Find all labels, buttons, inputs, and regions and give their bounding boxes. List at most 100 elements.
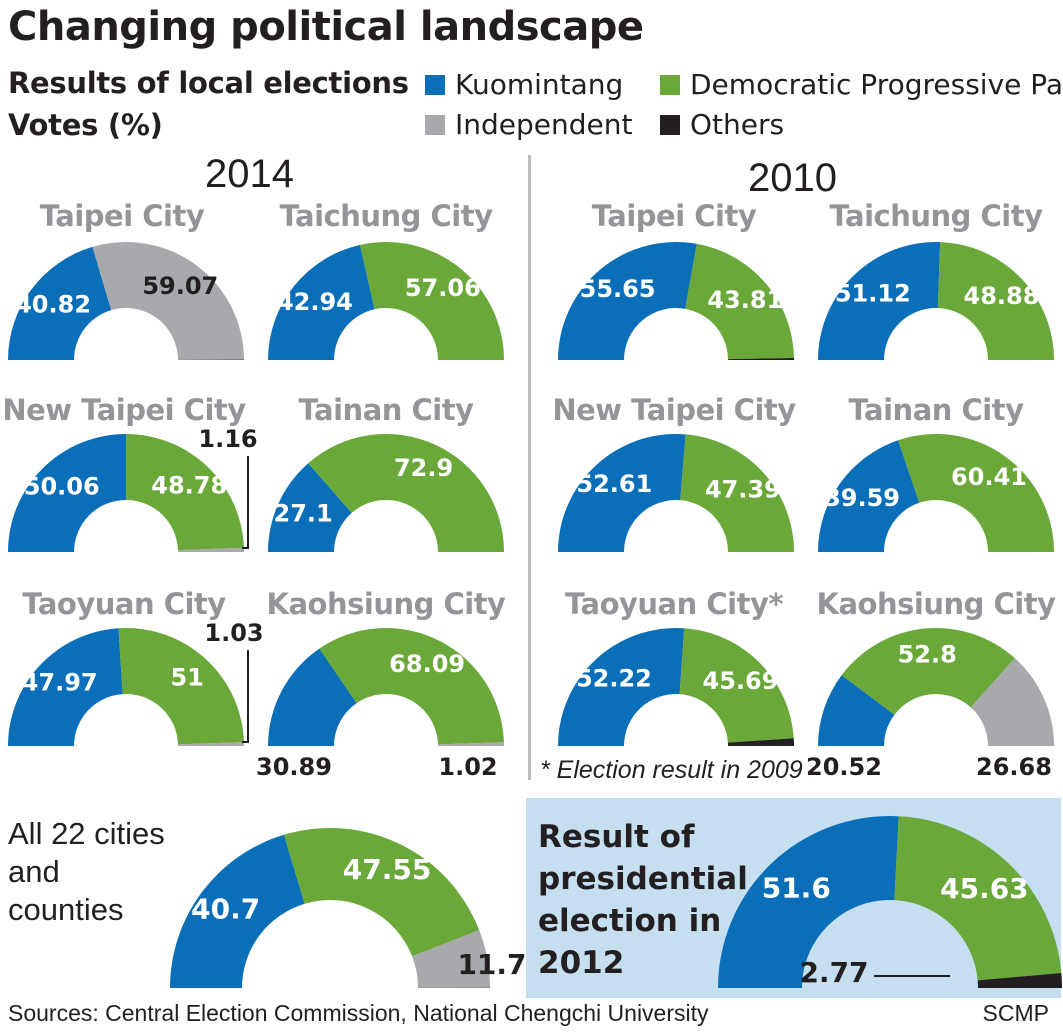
slice-value-label: 1.16: [198, 425, 257, 453]
slice-dpp: [898, 434, 1054, 552]
slice-oth: [727, 738, 794, 746]
slice-ind: [437, 742, 504, 746]
legend-item-dpp: Democratic Progressive Party: [660, 68, 1063, 101]
slice-dpp: [308, 434, 504, 552]
slice-value-label: 55.65: [580, 275, 656, 303]
slice-value-label: 1.03: [204, 619, 263, 647]
slice-value-label: 52.22: [576, 664, 652, 692]
half-donut-chart: [818, 434, 1054, 552]
chart-title-label: Taipei City: [592, 199, 757, 233]
slice-value-label: 51: [170, 664, 203, 692]
slice-value-label: 20.52: [806, 753, 882, 781]
presidential-label: Result of presidential election in 2012: [538, 819, 748, 981]
slice-value-label: 47.39: [705, 475, 781, 503]
slice-dpp: [118, 628, 244, 745]
slice-value-label: 48.78: [151, 472, 227, 500]
slice-oth: [977, 973, 1062, 988]
chart-title-label: Taichung City: [829, 199, 1043, 233]
slice-value-label: 57.06: [405, 274, 481, 302]
chart-title-label: Tainan City: [849, 393, 1025, 427]
slice-dpp: [937, 242, 1054, 360]
slice-kmt: [818, 675, 895, 746]
legend-item-independent: Independent: [425, 108, 632, 141]
slice-kmt: [268, 463, 352, 552]
slice-ind: [177, 547, 244, 552]
half-donut-chart: [8, 628, 249, 746]
slice-dpp: [894, 816, 1062, 981]
half-donut-chart: [558, 628, 794, 746]
chart-title-label: New Taipei City: [2, 393, 246, 427]
slice-value-label: 48.88: [964, 282, 1040, 310]
slice-kmt: [170, 834, 305, 988]
slice-value-label: 50.06: [24, 473, 100, 501]
year-heading-2014: 2014: [205, 152, 294, 196]
sources-note: Sources: Central Election Commission, Na…: [8, 1000, 709, 1026]
slice-ind: [92, 242, 244, 360]
slice-dpp: [126, 434, 244, 551]
half-donut-chart: [818, 628, 1054, 746]
slice-dpp: [679, 628, 794, 743]
slice-oth: [727, 357, 794, 360]
slice-dpp: [319, 628, 504, 745]
chart-title-label: Taichung City: [279, 199, 493, 233]
slice-kmt: [558, 434, 686, 552]
slice-value-label: 40.7: [191, 892, 260, 925]
slice-kmt: [558, 628, 685, 746]
slice-dpp: [841, 628, 1015, 715]
chart-title-label: Taoyuan City: [22, 587, 226, 621]
slice-value-label: 45.63: [940, 872, 1029, 905]
legend-label-others: Others: [690, 108, 785, 141]
chart-title-label: Kaohsiung City: [267, 587, 507, 621]
slice-value-label: 52.8: [898, 640, 957, 668]
half-donut-chart: [718, 816, 1062, 988]
half-donut-chart: [558, 434, 794, 552]
slice-kmt: [8, 434, 127, 552]
chart-title-label: New Taipei City: [552, 393, 796, 427]
slice-value-label: 45.69: [703, 667, 779, 695]
legend-label-kmt: Kuomintang: [455, 68, 624, 101]
legend-label-independent: Independent: [455, 108, 633, 141]
slice-value-label: 68.09: [389, 650, 465, 678]
label-leader-line: [242, 456, 249, 549]
slice-kmt: [268, 244, 375, 360]
slice-value-label: 11.7: [457, 948, 526, 981]
slice-value-label: 2.77: [799, 956, 868, 989]
all-cities-label: All 22 cities and counties: [8, 816, 165, 927]
chart-subtitle: Results of local elections: [8, 66, 409, 100]
label-leader-line: [242, 650, 249, 743]
column-divider: [528, 155, 531, 780]
slice-value-label: 47.97: [22, 669, 98, 697]
slice-dpp: [685, 243, 794, 360]
year-heading-2010: 2010: [748, 156, 837, 200]
chart-title-label: Tainan City: [299, 393, 475, 427]
slice-value-label: 1.02: [438, 753, 497, 781]
slice-value-label: 43.81: [707, 286, 783, 314]
chart-units: Votes (%): [8, 108, 163, 142]
slice-value-label: 39.59: [824, 484, 900, 512]
half-donut-chart: [268, 242, 504, 360]
half-donut-chart: [268, 434, 504, 552]
slice-value-label: 47.55: [343, 853, 432, 886]
slice-value-label: 42.94: [277, 288, 353, 316]
slice-value-label: 40.82: [15, 291, 91, 319]
half-donut-chart: [818, 242, 1054, 360]
slice-kmt: [8, 246, 112, 360]
slice-value-label: 60.41: [951, 463, 1027, 491]
slice-ind: [177, 742, 244, 746]
slice-value-label: 51.6: [762, 871, 831, 904]
slice-dpp: [680, 434, 794, 552]
chart-title-label: Taipei City: [40, 199, 205, 233]
half-donut-chart: [268, 628, 504, 746]
slice-ind: [412, 930, 490, 988]
legend-swatch-independent: [425, 114, 445, 135]
slice-kmt: [718, 816, 899, 988]
footnote: * Election result in 2009: [540, 756, 803, 784]
slice-dpp: [360, 242, 504, 360]
legend-item-kmt: Kuomintang: [425, 68, 623, 101]
slice-value-label: 27.1: [274, 499, 333, 527]
legend-label-dpp: Democratic Progressive Party: [690, 68, 1063, 101]
slice-value-label: 59.07: [142, 272, 218, 300]
chart-title: Changing political landscape: [8, 4, 644, 50]
slice-kmt: [8, 628, 123, 746]
